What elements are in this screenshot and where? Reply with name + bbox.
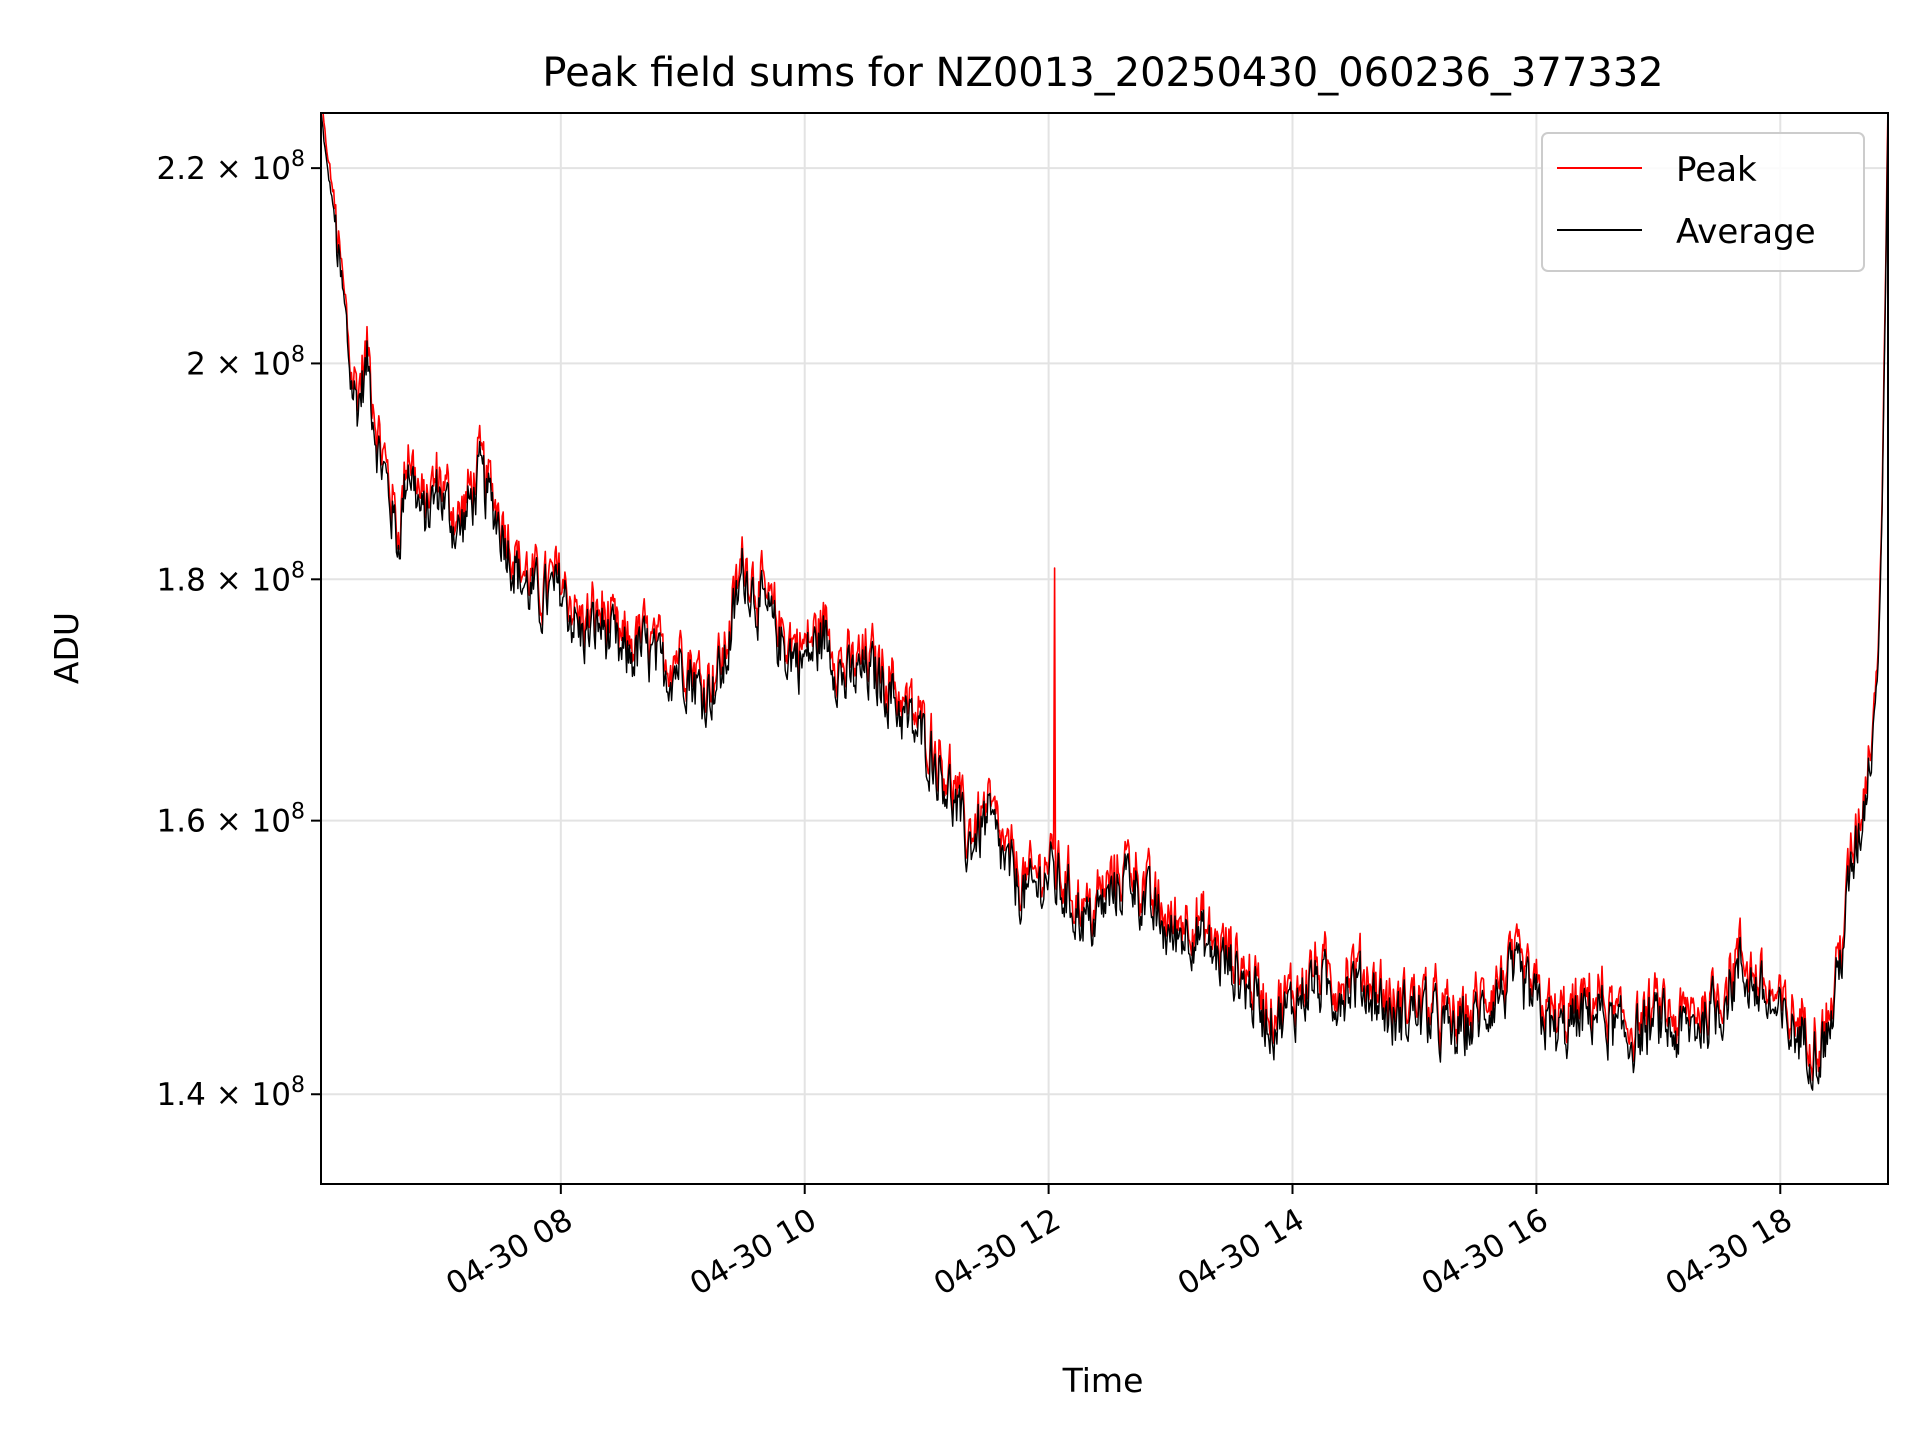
y-tick-mantissa: 2 (186, 346, 206, 382)
y-tick-exponent: 8 (291, 558, 305, 583)
y-tick-mantissa: 2.2 (157, 151, 206, 187)
legend-label-average: Average (1676, 212, 1816, 252)
y-tick-mantissa: 1.4 (157, 1077, 206, 1113)
y-tick-label: 2.2 × 108 (157, 147, 305, 187)
y-tick-mantissa: 1.6 (157, 804, 206, 840)
plot-frame (320, 112, 1889, 1185)
y-tick-label: 1.8 × 108 (157, 558, 305, 598)
y-tick-mantissa: 1.8 (157, 562, 206, 598)
y-tick-exponent: 8 (291, 342, 305, 367)
legend: Peak Average (1541, 132, 1865, 272)
y-tick-label: 1.6 × 108 (157, 800, 305, 840)
y-tick-exponent: 8 (291, 147, 305, 172)
y-axis-ticks: 1.4 × 108 1.6 × 108 1.8 × 108 2 × 108 2.2 × … (157, 147, 321, 1113)
legend-label-peak: Peak (1676, 150, 1757, 190)
chart-title: Peak field sums for NZ0013_20250430_0602… (542, 50, 1663, 96)
y-tick-exponent: 8 (291, 800, 305, 825)
peak-series-line (322, 113, 1888, 1082)
y-tick-label: 2 × 108 (186, 342, 305, 382)
y-axis-title: ADU (47, 612, 86, 684)
x-axis-title: Time (1062, 1361, 1144, 1400)
average-series-line (321, 113, 1888, 1091)
y-tick-label: 1.4 × 108 (157, 1073, 305, 1113)
y-tick-exponent: 8 (291, 1073, 305, 1098)
